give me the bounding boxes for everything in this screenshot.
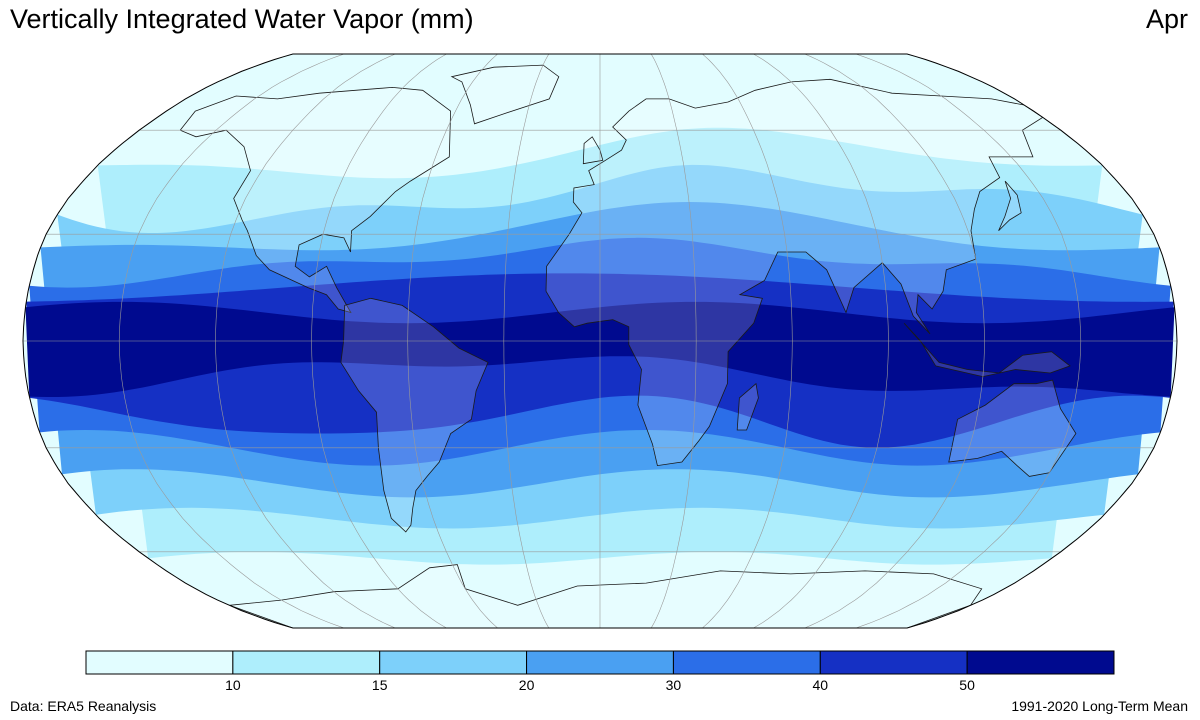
colorbar: 10 15 20 30 40 50 [85, 650, 1115, 693]
colorbar-segment [85, 650, 234, 675]
colorbar-segment [232, 650, 381, 675]
data-period: 1991-2020 Long-Term Mean [1011, 698, 1188, 714]
land-greenland [450, 64, 560, 125]
month-label: Apr [1145, 4, 1188, 34]
colorbar-segment [966, 650, 1115, 675]
colorbar-tick-label: 15 [372, 677, 388, 693]
colorbar-tick-label: 30 [666, 677, 682, 693]
data-source: Data: ERA5 Reanalysis [10, 698, 157, 714]
colorbar-segment [526, 650, 674, 675]
land-masses [179, 64, 1077, 628]
colorbar-tick-label: 50 [959, 677, 975, 693]
land-africa-eurasia [545, 78, 1044, 467]
land-north-america [179, 86, 452, 314]
colorbar-segment [819, 650, 968, 675]
colorbar-tick-label: 20 [519, 677, 535, 693]
colorbar-tick-label: 10 [225, 677, 241, 693]
colorbar-tick-label: 40 [813, 677, 829, 693]
map-title: Vertically Integrated Water Vapor (mm) [10, 4, 474, 34]
land-uk [582, 136, 604, 165]
globe-outline [22, 53, 1178, 629]
colorbar-segment [379, 650, 528, 675]
colorbar-segment [672, 650, 821, 675]
land-australia [948, 379, 1077, 477]
land-japan [998, 180, 1022, 231]
land-indonesia [903, 322, 1071, 378]
land-madagascar [736, 382, 759, 431]
